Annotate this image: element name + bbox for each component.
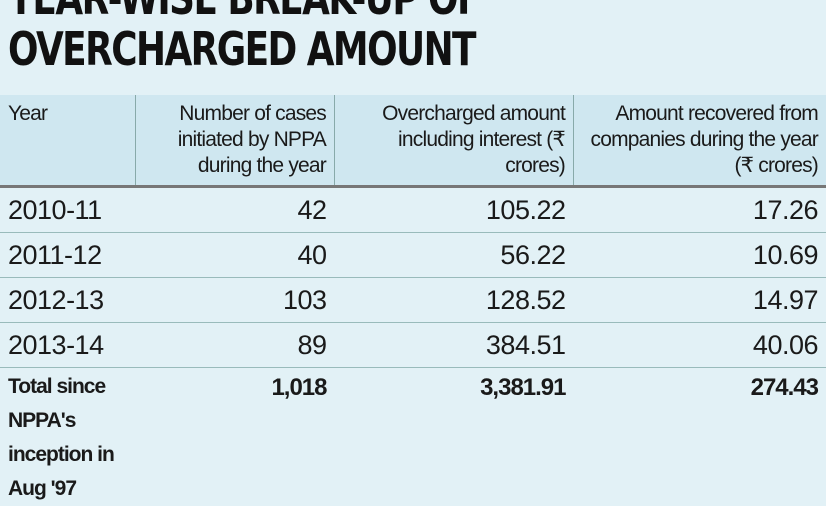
header-overcharged: Overcharged amount including interest (₹… [335, 95, 574, 187]
header-recovered: Amount recovered from companies during t… [574, 95, 826, 187]
title-line-1: YEAR-WISE BREAK-UP OF [8, 0, 480, 22]
cell-overcharged: 56.22 [335, 233, 574, 278]
header-year: Year [0, 95, 136, 187]
cell-recovered: 14.97 [574, 278, 826, 323]
cell-cases: 103 [136, 278, 335, 323]
overcharge-table: Year Number of cases initiated by NPPA d… [0, 95, 826, 506]
cell-year: 2011-12 [0, 233, 136, 278]
total-overcharged: 3,381.91 [335, 368, 574, 506]
header-cases: Number of cases initiated by NPPA during… [136, 95, 335, 187]
total-year: Total since NPPA's inception in Aug '97 [0, 368, 136, 506]
cell-recovered: 17.26 [574, 187, 826, 233]
cell-year: 2012-13 [0, 278, 136, 323]
cell-year: 2013-14 [0, 323, 136, 368]
total-recovered: 274.43 [574, 368, 826, 506]
title-line-2: OVERCHARGED AMOUNT [8, 25, 475, 73]
total-cases: 1,018 [136, 368, 335, 506]
header-row: Year Number of cases initiated by NPPA d… [0, 95, 826, 187]
cell-cases: 40 [136, 233, 335, 278]
cell-overcharged: 105.22 [335, 187, 574, 233]
cell-overcharged: 384.51 [335, 323, 574, 368]
cell-cases: 89 [136, 323, 335, 368]
cell-recovered: 10.69 [574, 233, 826, 278]
cell-cases: 42 [136, 187, 335, 233]
cell-year: 2010-11 [0, 187, 136, 233]
cell-recovered: 40.06 [574, 323, 826, 368]
cell-overcharged: 128.52 [335, 278, 574, 323]
